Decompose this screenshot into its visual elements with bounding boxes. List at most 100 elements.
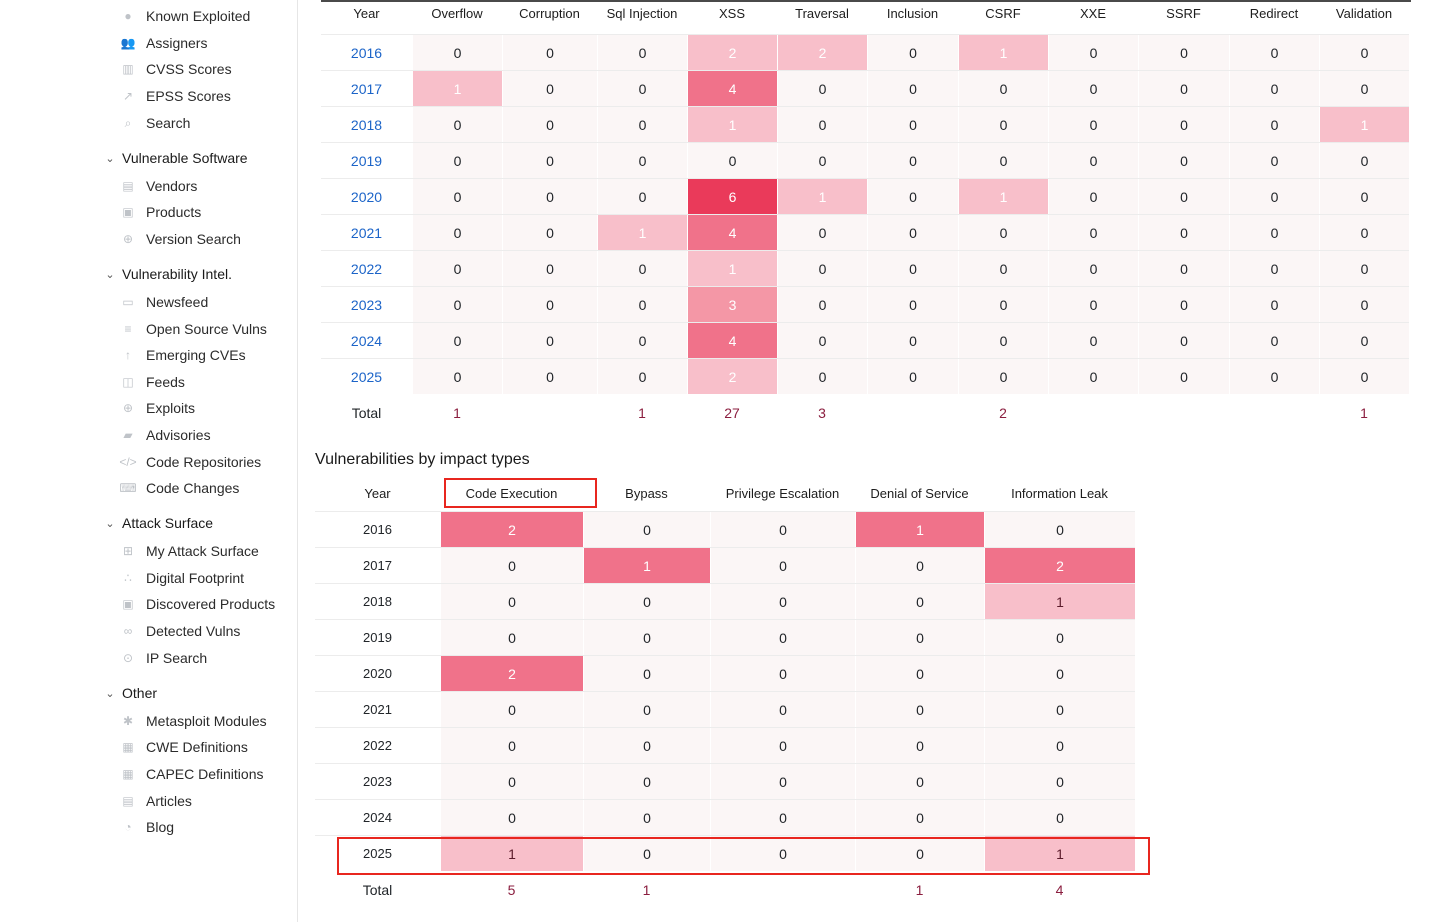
total-link[interactable]: 1 — [642, 882, 651, 898]
heatmap-cell[interactable]: 1 — [413, 71, 502, 106]
heatmap-cell: 0 — [1049, 35, 1138, 70]
year-link[interactable]: 2018 — [350, 116, 383, 133]
heatmap-cell: 0 — [1139, 323, 1229, 358]
heatmap-cell: 0 — [1320, 359, 1409, 394]
article-icon: ▤ — [122, 794, 134, 808]
heatmap-cell[interactable]: 6 — [688, 179, 777, 214]
year-link[interactable]: 2020 — [350, 188, 383, 205]
nav-section-attack-surface[interactable]: ⌄ Attack Surface — [104, 511, 213, 535]
heatmap-cell[interactable]: 4 — [688, 71, 777, 106]
year-link[interactable]: 2021 — [350, 224, 383, 241]
heatmap-cell: 0 — [778, 287, 867, 322]
total-link[interactable]: 3 — [818, 405, 826, 421]
heatmap-cell[interactable]: 4 — [688, 323, 777, 358]
column-header-year[interactable]: Year — [364, 486, 391, 501]
heatmap-cell[interactable]: 1 — [959, 35, 1048, 70]
heatmap-cell[interactable]: 1 — [1320, 107, 1409, 142]
row-divider — [321, 142, 1409, 143]
year-link[interactable]: 2024 — [350, 332, 383, 349]
heatmap-cell[interactable]: 3 — [688, 287, 777, 322]
year-link[interactable]: 2023 — [350, 296, 383, 313]
column-header-csrf[interactable]: CSRF — [985, 6, 1021, 21]
heatmap-cell[interactable]: 4 — [688, 215, 777, 250]
rss-icon: ◫ — [122, 375, 134, 389]
heatmap-cell: 0 — [868, 143, 958, 178]
heatmap-cell: 0 — [598, 359, 687, 394]
chevron-down-icon: ⌄ — [105, 687, 115, 700]
column-header-traversal[interactable]: Traversal — [795, 6, 849, 21]
row-divider — [321, 250, 1409, 251]
column-header-redirect[interactable]: Redirect — [1249, 6, 1299, 21]
sidebar-item-label: IP Search — [146, 650, 208, 666]
year-link[interactable]: 2016 — [350, 44, 383, 61]
sidebar-item-label: CWE Definitions — [146, 739, 248, 755]
column-header-xxe[interactable]: XXE — [1079, 6, 1106, 21]
column-header-validation[interactable]: Validation — [1335, 6, 1393, 21]
sidebar-item-label: Digital Footprint — [146, 570, 245, 586]
heatmap-cell: 0 — [778, 143, 867, 178]
heatmap-cell: 0 — [868, 215, 958, 250]
column-header-privilege-escalation[interactable]: Privilege Escalation — [725, 486, 840, 501]
heatmap-cell[interactable]: 1 — [688, 251, 777, 286]
row-divider — [315, 835, 1135, 836]
heatmap-cell[interactable]: 1 — [959, 179, 1048, 214]
total-link[interactable]: 1 — [915, 882, 924, 898]
heatmap-cell[interactable]: 2 — [441, 656, 583, 691]
heatmap-cell[interactable]: 1 — [856, 512, 984, 547]
total-link[interactable]: 1 — [453, 405, 461, 421]
heatmap-cell[interactable]: 2 — [688, 359, 777, 394]
heatmap-cell[interactable]: 1 — [985, 584, 1135, 619]
total-link[interactable]: 1 — [1360, 405, 1368, 421]
heatmap-cell: 0 — [1049, 107, 1138, 142]
heatmap-cell: 0 — [584, 692, 710, 727]
sidebar-item-label: Assigners — [146, 35, 208, 51]
heatmap-cell: 0 — [868, 179, 958, 214]
heatmap-cell[interactable]: 1 — [441, 836, 583, 871]
heatmap-cell: 0 — [985, 764, 1135, 799]
total-link[interactable]: 1 — [638, 405, 646, 421]
heatmap-cell: 0 — [503, 35, 597, 70]
heatmap-cell: 0 — [503, 287, 597, 322]
heatmap-cell[interactable]: 2 — [441, 512, 583, 547]
year-label: 2018 — [363, 594, 392, 609]
heatmap-cell: 0 — [1320, 71, 1409, 106]
sidebar-item-label: Discovered Products — [146, 596, 276, 612]
column-header-inclusion[interactable]: Inclusion — [886, 6, 939, 21]
heatmap-cell[interactable]: 1 — [985, 836, 1135, 871]
column-header-ssrf[interactable]: SSRF — [1166, 6, 1201, 21]
nav-section-other[interactable]: ⌄ Other — [104, 681, 157, 705]
heatmap-cell[interactable]: 1 — [584, 548, 710, 583]
column-header-xss[interactable]: XSS — [718, 6, 745, 21]
row-divider — [315, 619, 1135, 620]
column-header-code-execution[interactable]: Code Execution — [465, 486, 558, 501]
heatmap-cell: 0 — [441, 692, 583, 727]
search-icon: ⌕ — [124, 115, 132, 130]
year-link[interactable]: 2025 — [350, 368, 383, 385]
column-header-information-leak[interactable]: Information Leak — [1011, 486, 1108, 501]
year-link[interactable]: 2017 — [350, 80, 383, 97]
heatmap-cell[interactable]: 1 — [598, 215, 687, 250]
column-header-sql-injection[interactable]: Sql Injection — [606, 6, 678, 21]
heatmap-cell[interactable]: 2 — [985, 548, 1135, 583]
total-link[interactable]: 2 — [999, 405, 1007, 421]
year-link[interactable]: 2022 — [350, 260, 383, 277]
year-link[interactable]: 2019 — [350, 152, 383, 169]
heatmap-cell[interactable]: 2 — [688, 35, 777, 70]
column-header-bypass[interactable]: Bypass — [625, 486, 668, 501]
nav-section-vulnerable-software[interactable]: ⌄ Vulnerable Software — [104, 146, 247, 170]
heatmap-cell: 0 — [413, 143, 502, 178]
total-link[interactable]: 27 — [724, 405, 740, 421]
heatmap-cell[interactable]: 1 — [688, 107, 777, 142]
nav-section-vulnerability-intel[interactable]: ⌄ Vulnerability Intel. — [104, 262, 232, 286]
heatmap-cell: 0 — [711, 728, 855, 763]
heatmap-cell[interactable]: 2 — [778, 35, 867, 70]
heatmap-cell: 0 — [441, 764, 583, 799]
total-link[interactable]: 4 — [1055, 882, 1064, 898]
total-link[interactable]: 5 — [507, 882, 516, 898]
column-header-denial-of-service[interactable]: Denial of Service — [870, 486, 969, 501]
column-header-corruption[interactable]: Corruption — [519, 6, 580, 21]
heatmap-cell: 0 — [856, 620, 984, 655]
column-header-overflow[interactable]: Overflow — [431, 6, 483, 21]
heatmap-cell[interactable]: 1 — [778, 179, 867, 214]
column-header-year[interactable]: Year — [353, 6, 380, 21]
